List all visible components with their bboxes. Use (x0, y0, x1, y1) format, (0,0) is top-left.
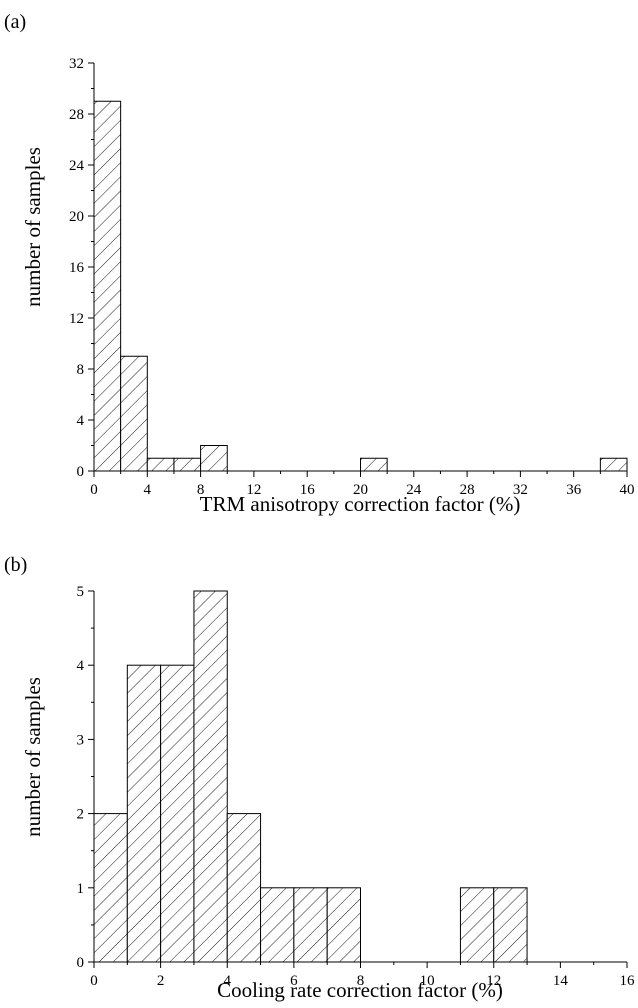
y-tick-label-a-0: 0 (77, 464, 85, 480)
histogram-bar-b-3 (193, 590, 228, 963)
histogram-bar-a-2 (146, 457, 175, 472)
x-tick-label-a-1: 4 (144, 482, 152, 498)
x-tick-label-a-3: 12 (246, 482, 261, 498)
y-tick-label-a-8: 32 (69, 56, 84, 72)
x-tick-label-b-0: 0 (90, 973, 98, 989)
x-tick-label-a-7: 28 (460, 482, 475, 498)
x-tick-label-b-7: 14 (553, 973, 569, 989)
panel-label-a: (a) (4, 11, 26, 33)
bars-b (93, 590, 528, 963)
y-tick-label-a-4: 16 (69, 260, 85, 276)
histogram-bar-a-3 (173, 457, 202, 472)
histogram-bar-b-1 (126, 664, 162, 963)
panel-label-b: (b) (4, 554, 27, 576)
x-axis-label-a: TRM anisotropy correction factor (%) (200, 492, 521, 516)
x-tick-label-b-3: 6 (290, 973, 298, 989)
histogram-bar-a-5 (360, 457, 388, 472)
panel-a: (a) 0 4 8 12 16 20 24 28 32 36 40 0 4 8 12 16 20 24 28 32 T… (4, 11, 635, 516)
y-tick-label-a-5: 20 (69, 209, 84, 225)
x-tick-label-b-6: 12 (486, 973, 501, 989)
x-tick-label-b-2: 4 (224, 973, 232, 989)
y-tick-label-b-0: 0 (77, 955, 85, 971)
histogram-bar-b-6 (293, 887, 328, 963)
x-tick-label-b-8: 16 (620, 973, 636, 989)
y-tick-label-a-3: 12 (69, 311, 84, 327)
histogram-bar-b-2 (160, 664, 195, 963)
histogram-bar-a-6 (599, 457, 628, 472)
bars-a (93, 100, 628, 472)
histogram-bar-a-0 (93, 100, 122, 472)
y-tick-label-b-5: 5 (77, 584, 85, 600)
x-tick-label-a-2: 8 (197, 482, 205, 498)
histogram-bar-b-9 (493, 887, 528, 963)
histogram-bar-b-7 (326, 887, 361, 963)
histogram-bar-a-1 (120, 355, 148, 472)
y-tick-label-b-1: 1 (77, 881, 85, 897)
x-tick-label-a-4: 16 (300, 482, 316, 498)
x-tick-label-a-5: 20 (353, 482, 368, 498)
x-tick-label-a-0: 0 (90, 482, 98, 498)
y-tick-label-b-3: 3 (77, 732, 85, 748)
x-tick-label-b-1: 2 (157, 973, 165, 989)
histogram-bar-b-0 (93, 813, 128, 963)
y-tick-label-a-1: 4 (77, 413, 85, 429)
y-axis-label-b: number of samples (21, 677, 45, 837)
x-tick-label-a-9: 36 (566, 482, 582, 498)
x-tick-label-b-5: 10 (420, 973, 435, 989)
histogram-bar-b-8 (459, 887, 495, 963)
histogram-bar-b-5 (260, 887, 295, 963)
y-tick-label-a-2: 8 (77, 362, 85, 378)
histogram-bar-b-4 (226, 813, 262, 963)
y-tick-label-a-7: 28 (69, 107, 84, 123)
y-tick-label-b-2: 2 (77, 807, 85, 823)
x-axis-label-b: Cooling rate correction factor (%) (217, 978, 503, 1002)
histogram-bar-a-4 (200, 445, 228, 472)
y-tick-label-b-4: 4 (77, 658, 85, 674)
x-tick-label-a-6: 24 (406, 482, 422, 498)
y-axis-label-a: number of samples (21, 147, 45, 307)
x-tick-label-a-10: 40 (620, 482, 635, 498)
y-tick-label-a-6: 24 (69, 158, 85, 174)
x-tick-label-a-8: 32 (513, 482, 528, 498)
axes-a: 0 4 8 12 16 20 24 28 32 36 40 0 4 8 12 16 20 24 28 32 (69, 56, 635, 498)
x-tick-label-b-4: 8 (357, 973, 365, 989)
